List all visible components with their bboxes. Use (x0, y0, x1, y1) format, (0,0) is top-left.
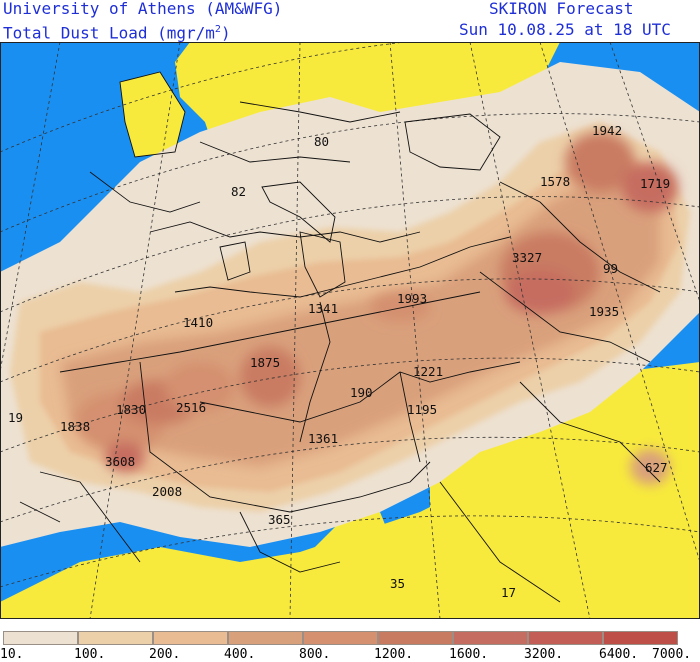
colorbar-tick-label: 100. (74, 647, 106, 662)
value-label: 1221 (413, 364, 443, 379)
colorbar-swatch (3, 631, 78, 645)
value-label: 82 (231, 184, 246, 199)
colorbar-tick-label: 1600. (449, 647, 489, 662)
colorbar-tick-label: 3200. (524, 647, 564, 662)
value-label: 1935 (589, 304, 619, 319)
value-label: 1195 (407, 402, 437, 417)
colorbar-tick-label: 6400. (599, 647, 639, 662)
colorbar-swatch (603, 631, 678, 645)
value-label: 1993 (397, 291, 427, 306)
value-label: 80 (314, 134, 329, 149)
value-label: 1341 (308, 301, 338, 316)
header-product: SKIRON Forecast (489, 0, 634, 18)
value-label: 1875 (250, 355, 280, 370)
value-label: 1410 (183, 315, 213, 330)
colorbar-tick-label: 800. (299, 647, 331, 662)
value-label: 1578 (540, 174, 570, 189)
value-label: 3327 (512, 250, 542, 265)
value-label: 99 (603, 261, 618, 276)
header-org: University of Athens (AM&WFG) (3, 0, 283, 18)
colorbar-swatch (453, 631, 528, 645)
value-label: 2008 (152, 484, 182, 499)
value-label: 365 (268, 512, 291, 527)
graticule (0, 42, 700, 619)
colorbar-swatch (153, 631, 228, 645)
value-label: 2516 (176, 400, 206, 415)
colorbar-swatch (228, 631, 303, 645)
colorbar-swatch (378, 631, 453, 645)
colorbar-swatch (528, 631, 603, 645)
header-field: Total Dust Load (mgr/m2) (3, 23, 231, 43)
colorbar-tick-label: 400. (224, 647, 256, 662)
value-label: 1838 (60, 419, 90, 434)
value-label: 17 (501, 585, 516, 600)
value-label: 1942 (592, 123, 622, 138)
dust-load-map: 1942 1578 1719 80 82 3327 99 1341 1993 1… (0, 42, 700, 619)
colorbar-tick-label: 200. (149, 647, 181, 662)
value-label: 35 (390, 576, 405, 591)
value-label: 627 (645, 460, 668, 475)
value-label: 190 (350, 385, 373, 400)
colorbar-swatch (303, 631, 378, 645)
header-valid-time: Sun 10.08.25 at 18 UTC (459, 20, 671, 39)
value-label: 1719 (640, 176, 670, 191)
value-label: 1361 (308, 431, 338, 446)
value-label: 1830 (116, 402, 146, 417)
colorbar-tick-label: 7000. (652, 647, 692, 662)
value-label: 19 (8, 410, 23, 425)
colorbar-swatch (78, 631, 153, 645)
dust-shading (0, 62, 700, 547)
colorbar-tick-label: 1200. (374, 647, 414, 662)
value-labels: 1942 1578 1719 80 82 3327 99 1341 1993 1… (8, 123, 670, 600)
colorbar-tick-label: 10. (0, 647, 24, 662)
value-label: 3608 (105, 454, 135, 469)
borders (19, 71, 661, 603)
